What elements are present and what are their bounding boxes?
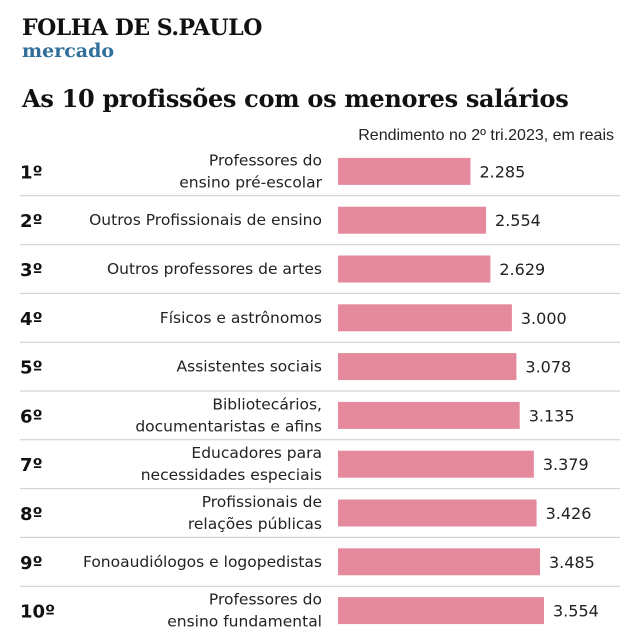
category-label: Outros Profissionais de ensino	[89, 211, 322, 229]
brand-name: FOLHA DE S.PAULO	[22, 15, 262, 41]
category-label: Professores do	[209, 151, 322, 169]
value-label: 3.000	[521, 309, 567, 328]
rank-label: 2º	[20, 211, 43, 232]
category-label: relações públicas	[188, 515, 322, 533]
category-label: Bibliotecários,	[212, 395, 322, 413]
bar	[338, 304, 512, 332]
category-label: ensino fundamental	[167, 613, 322, 631]
bar	[338, 401, 520, 429]
rank-label: 3º	[20, 260, 43, 281]
value-label: 3.078	[525, 358, 571, 377]
rank-label: 9º	[20, 553, 43, 574]
category-label: Assistentes sociais	[177, 358, 322, 376]
value-label: 2.554	[495, 211, 541, 230]
category-label: documentaristas e afins	[135, 417, 322, 435]
value-label: 3.426	[546, 504, 592, 523]
rank-label: 5º	[20, 358, 43, 379]
rank-label: 1º	[20, 162, 43, 183]
value-label: 2.629	[499, 260, 545, 279]
bar	[338, 450, 534, 478]
value-label: 3.554	[553, 602, 599, 621]
rank-label: 8º	[20, 504, 43, 525]
brand-logo: FOLHA DE S.PAULO mercado	[22, 16, 262, 62]
category-label: Professores do	[209, 591, 322, 609]
category-label: Físicos e astrônomos	[160, 309, 322, 327]
category-label: Fonoaudiólogos e logopedistas	[83, 553, 322, 571]
bar	[338, 157, 471, 185]
category-label: Educadores para	[191, 444, 322, 462]
value-label: 3.135	[529, 406, 575, 425]
rank-label: 7º	[20, 455, 43, 476]
chart-title: As 10 profissões com os menores salários	[22, 84, 569, 113]
brand-section: mercado	[22, 40, 115, 62]
category-label: Outros professores de artes	[107, 260, 322, 278]
bar	[338, 353, 517, 381]
value-label: 2.285	[479, 162, 525, 181]
value-label: 3.485	[549, 553, 595, 572]
category-label: ensino pré-escolar	[179, 173, 322, 191]
category-label: Profissionais de	[202, 493, 322, 511]
bar	[338, 499, 537, 527]
rank-label: 4º	[20, 309, 43, 330]
bar	[338, 206, 487, 234]
bar	[338, 548, 541, 576]
rank-label: 6º	[20, 406, 43, 427]
chart-subtitle: Rendimento no 2º tri.2023, em reais	[358, 127, 614, 144]
value-label: 3.379	[543, 455, 589, 474]
rank-label: 10º	[20, 602, 55, 623]
bar	[338, 597, 544, 625]
category-label: necessidades especiais	[141, 466, 322, 484]
bar	[338, 255, 491, 283]
